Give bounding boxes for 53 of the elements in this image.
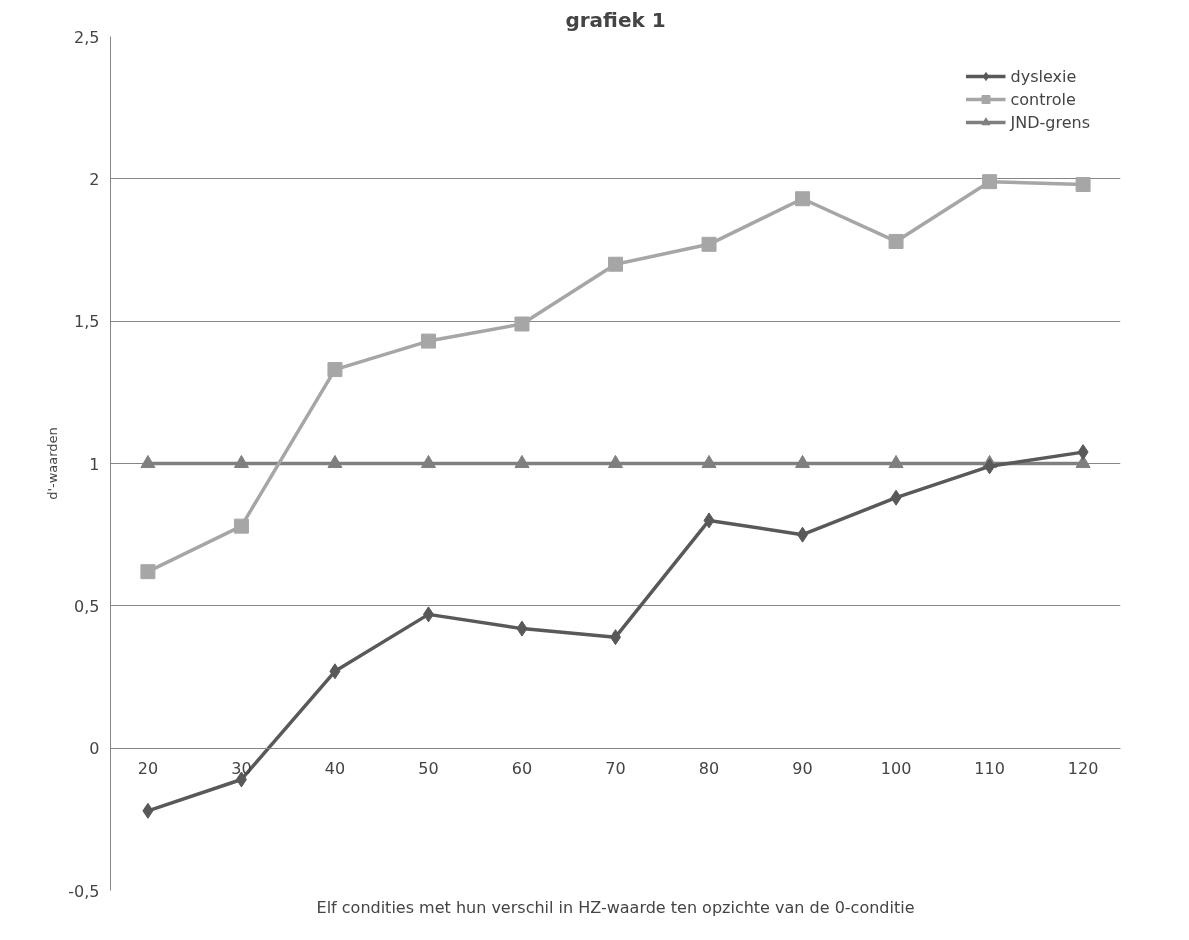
point	[703, 512, 715, 529]
point	[514, 316, 530, 332]
y-tick-label: 0	[89, 739, 100, 759]
y-tick-label: 0,5	[74, 596, 100, 616]
point	[233, 454, 249, 469]
x-tick-label: 20	[137, 759, 159, 779]
x-tick-label: 120	[1067, 759, 1099, 779]
legend-label: JND-grens	[1010, 112, 1090, 132]
point	[140, 454, 156, 469]
x-tick-label: 60	[511, 759, 533, 779]
y-tick-label: 2	[89, 169, 100, 189]
point	[795, 191, 811, 207]
point	[327, 454, 343, 469]
chart-title: grafiek 1	[565, 7, 666, 32]
x-tick-label: 50	[418, 759, 439, 779]
y-tick-label: 1	[89, 454, 100, 474]
point	[233, 518, 249, 534]
point	[795, 454, 811, 469]
y-axis-title: d'-waarden	[45, 427, 61, 500]
legend-label: controle	[1010, 89, 1076, 109]
x-tick-label: 40	[324, 759, 346, 779]
point	[888, 233, 904, 249]
x-tick-label: 90	[792, 759, 813, 779]
point	[142, 802, 154, 819]
point	[420, 333, 436, 349]
point	[1077, 444, 1089, 461]
x-tick-label: 110	[974, 759, 1005, 779]
point	[1075, 177, 1091, 193]
point	[514, 454, 530, 469]
point	[327, 362, 343, 378]
legend-label: dyslexie	[1010, 66, 1077, 86]
point	[516, 620, 528, 637]
point	[797, 526, 809, 543]
y-tick-label: -0,5	[68, 881, 100, 901]
x-tick-label: 80	[698, 759, 720, 779]
x-tick-label: 70	[605, 759, 626, 779]
point	[420, 454, 436, 469]
point	[329, 663, 341, 680]
point	[701, 454, 717, 469]
x-axis-title: Elf condities met hun verschil in HZ-waarde ten opzichte van de 0-conditie	[316, 897, 915, 917]
y-tick-label: 2,5	[74, 27, 100, 47]
point	[701, 236, 717, 252]
point	[140, 564, 156, 580]
point	[982, 174, 998, 190]
point	[608, 256, 623, 272]
y-tick-label: 1,5	[74, 312, 100, 332]
x-tick-label: 30	[231, 759, 252, 779]
point	[422, 606, 434, 623]
point	[608, 454, 623, 469]
point	[888, 454, 904, 469]
point	[890, 489, 902, 506]
point	[984, 458, 996, 475]
x-tick-label: 100	[880, 759, 912, 779]
